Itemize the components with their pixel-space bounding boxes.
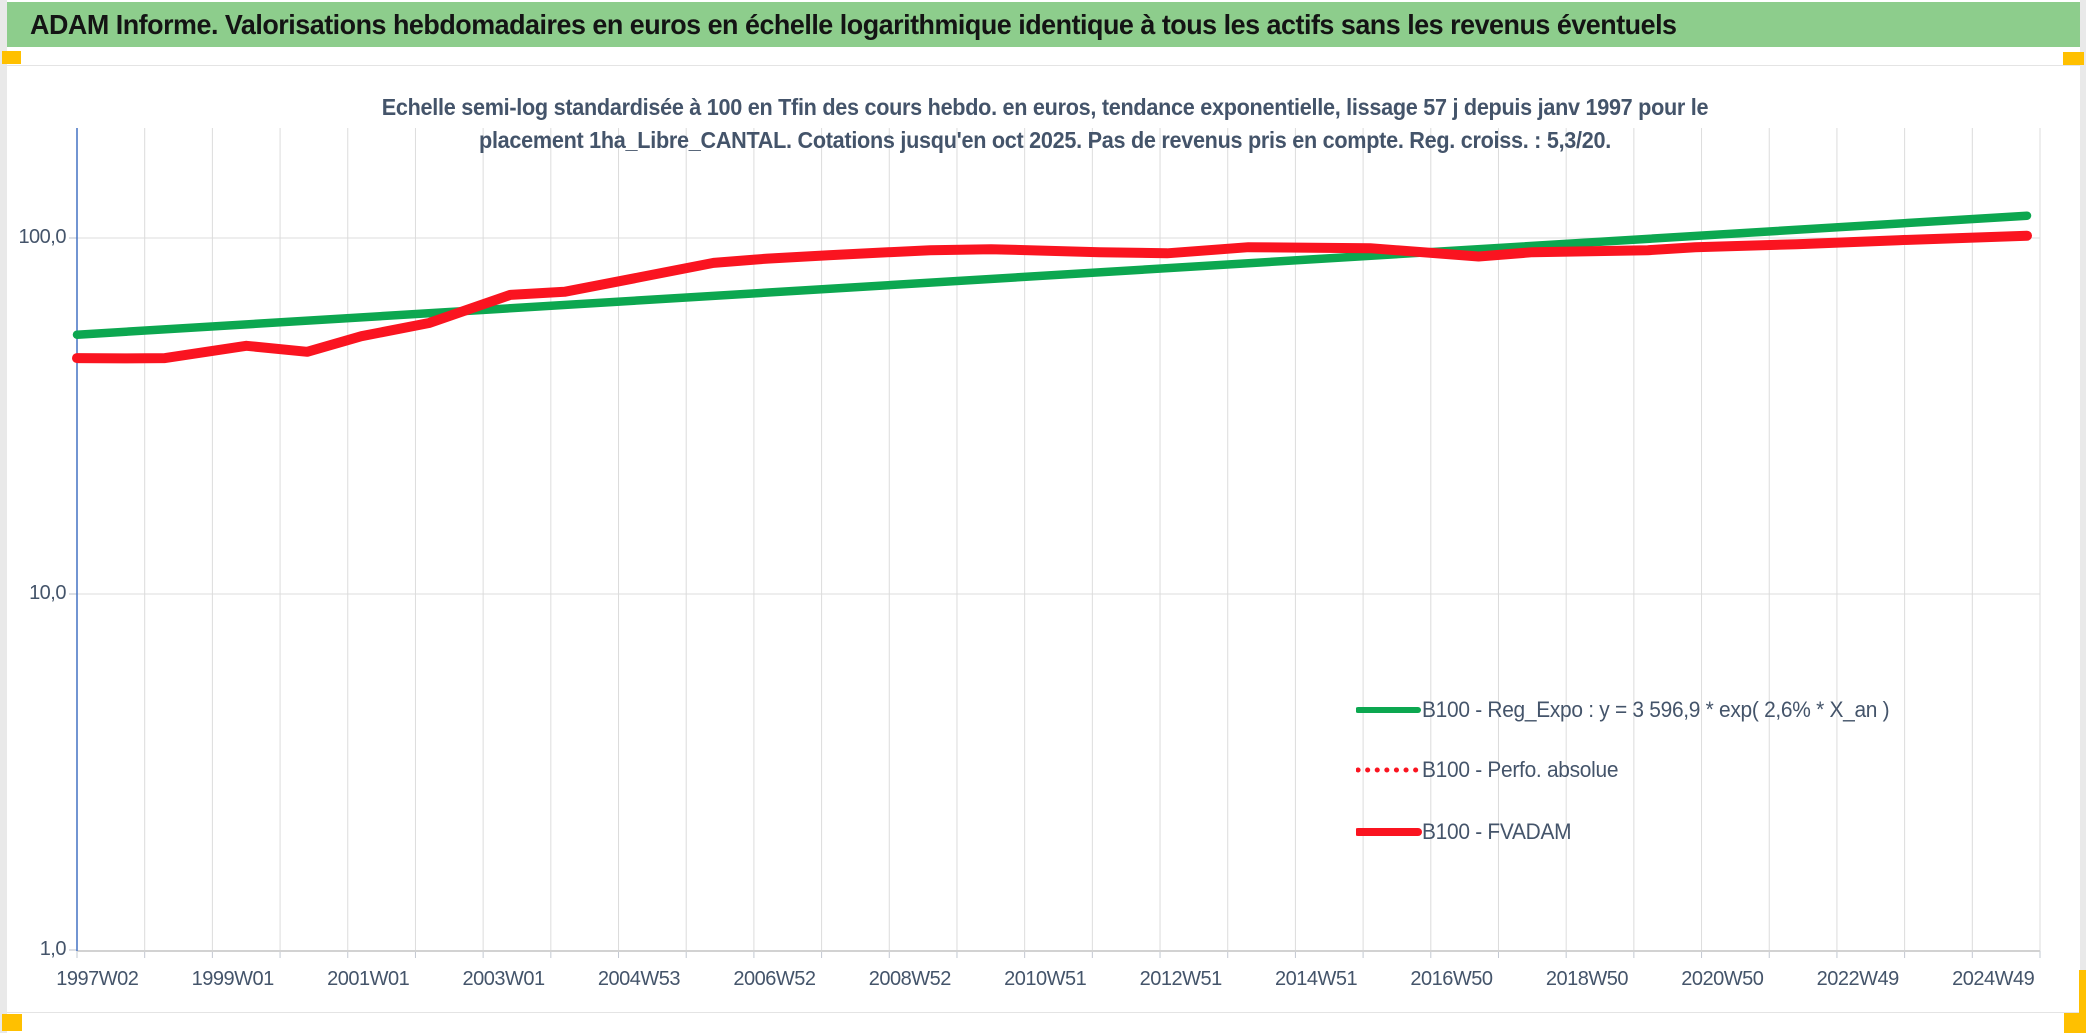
legend-item-perfo-absolue: B100 - Perfo. absolue [1356,756,1914,784]
right-edge-marker [2079,970,2086,1014]
corner-marker-top-left [2,51,21,64]
legend-label: B100 - Reg_Expo : y = 3 596,9 * exp( 2,6… [1422,697,1890,722]
x-tick-label: 2012W51 [1139,968,1223,990]
x-tick-label: 2001W01 [327,968,410,990]
footer-divider [7,1012,2080,1013]
legend-item-reg-expo: B100 - Reg_Expo : y = 3 596,9 * exp( 2,6… [1356,696,1914,724]
corner-marker-bottom-right [2064,1013,2086,1033]
legend-item-fvadam: B100 - FVADAM [1356,818,1914,846]
x-tick-label: 2004W53 [597,968,681,990]
x-tick-label: 2014W51 [1275,968,1358,990]
x-tick-label: 2020W50 [1681,968,1764,990]
legend-swatch-red-dotted-line [1356,767,1421,773]
legend-label: B100 - Perfo. absolue [1422,757,1619,782]
page-title: ADAM Informe. Valorisations hebdomadaire… [30,8,1677,40]
legend-swatch-green-line [1356,707,1421,713]
x-tick-label: 2010W51 [1004,968,1087,990]
x-tick-label: 2006W52 [733,968,816,990]
x-tick-label: 1997W02 [56,968,139,990]
chart-title-line2: placement 1ha_Libre_CANTAL. Cotations ju… [479,127,1611,153]
chart-legend: B100 - Reg_Expo : y = 3 596,9 * exp( 2,6… [1356,696,1914,878]
spreadsheet-canvas [7,0,2080,1033]
chart-title: Echelle semi-log standardisée à 100 en T… [300,91,1790,157]
x-tick-label: 2003W01 [462,968,546,990]
x-tick-label: 2016W50 [1410,968,1493,990]
x-tick-label: 2022W49 [1816,968,1900,990]
x-tick-label: 2024W49 [1952,968,2035,990]
y-tick-label: 100,0 [18,226,66,248]
corner-marker-bottom-left [2,1014,22,1031]
x-tick-label: 1999W01 [191,968,275,990]
x-tick-label: 2008W52 [868,968,952,990]
chart-title-line1: Echelle semi-log standardisée à 100 en T… [381,94,1709,120]
y-tick-label: 1,0 [39,938,67,960]
y-tick-label: 10,0 [29,582,66,604]
legend-swatch-red-line [1356,828,1422,836]
corner-marker-top-right [2063,52,2084,65]
title-bar: ADAM Informe. Valorisations hebdomadaire… [7,2,2080,47]
legend-label: B100 - FVADAM [1422,819,1572,844]
x-tick-label: 2018W50 [1545,968,1629,990]
header-divider [7,65,2080,66]
